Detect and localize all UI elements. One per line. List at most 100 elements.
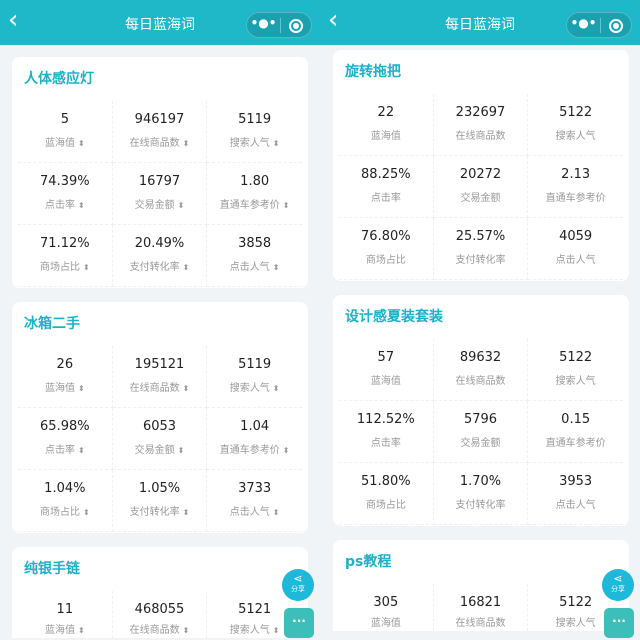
metric-value: 57 bbox=[377, 350, 395, 365]
metric-cell: 112.52% 点击率 bbox=[339, 401, 434, 463]
share-button[interactable]: ⋖ 分享 bbox=[282, 569, 314, 601]
metric-label-row: 在线商品数 bbox=[434, 617, 528, 631]
sort-arrows-icon[interactable]: ⬍ bbox=[182, 139, 190, 148]
sort-arrows-icon[interactable]: ⬍ bbox=[182, 263, 190, 272]
metric-label-row: 蓝海值 bbox=[339, 617, 433, 631]
sort-arrows-icon[interactable]: ⬍ bbox=[77, 139, 85, 148]
metric-label-row[interactable]: 蓝海值 ⬍ bbox=[18, 381, 112, 397]
metric-label-row[interactable]: 搜索人气 ⬍ bbox=[207, 624, 302, 638]
metric-label-row[interactable]: 在线商品数 ⬍ bbox=[113, 381, 207, 397]
metric-label-row[interactable]: 直通车参考价 ⬍ bbox=[207, 198, 302, 214]
metric-label: 交易金额 bbox=[460, 193, 501, 204]
metric-cell: 1.04 直通车参考价 ⬍ bbox=[207, 408, 302, 470]
sort-arrows-icon[interactable]: ⬍ bbox=[272, 263, 280, 272]
metric-value: 16821 bbox=[459, 595, 502, 610]
metric-label: 点击人气 bbox=[555, 255, 596, 266]
metric-cell: 4059 点击人气 bbox=[528, 218, 623, 280]
metric-grid: 22 蓝海值 232697 在线商品数 5122 搜索人气 88.25% 点击率 20272 交易… bbox=[339, 94, 623, 280]
metric-grid: 11 蓝海值 ⬍ 468055 在线商品数 ⬍ 5121 搜索人气 ⬍ bbox=[18, 591, 302, 638]
metric-label-row[interactable]: 直通车参考价 ⬍ bbox=[207, 443, 302, 459]
metric-label: 直通车参考价 bbox=[545, 193, 606, 204]
share-button[interactable]: ⋖ 分享 bbox=[602, 569, 634, 601]
metric-label: 在线商品数 bbox=[455, 618, 506, 629]
metric-label: 直通车参考价 bbox=[545, 438, 606, 449]
metric-label-row[interactable]: 点击率 ⬍ bbox=[18, 198, 112, 214]
metric-label: 搜索人气 bbox=[229, 625, 270, 636]
metric-label: 直通车参考价 bbox=[219, 445, 280, 456]
metric-cell: 5122 搜索人气 bbox=[528, 339, 623, 401]
metric-value: 0.15 bbox=[561, 412, 591, 427]
sort-arrows-icon[interactable]: ⬍ bbox=[182, 626, 190, 635]
sort-arrows-icon[interactable]: ⬍ bbox=[272, 384, 280, 393]
metric-cell: 5121 搜索人气 ⬍ bbox=[207, 591, 302, 638]
metric-label-row[interactable]: 支付转化率 ⬍ bbox=[113, 260, 207, 276]
chat-button[interactable]: ··· bbox=[604, 608, 634, 638]
metric-label: 蓝海值 bbox=[44, 625, 75, 636]
target-close-icon[interactable] bbox=[609, 19, 623, 33]
sort-arrows-icon[interactable]: ⬍ bbox=[282, 446, 290, 455]
metric-label-row[interactable]: 点击率 ⬍ bbox=[18, 443, 112, 459]
back-button[interactable]: ‹ bbox=[8, 5, 19, 35]
metric-cell: 1.04% 商场占比 ⬍ bbox=[18, 470, 113, 532]
metric-label-row[interactable]: 点击人气 ⬍ bbox=[207, 505, 302, 521]
metric-label-row[interactable]: 交易金额 ⬍ bbox=[113, 198, 207, 214]
page-title: 每日蓝海词 bbox=[125, 17, 195, 33]
more-dots-icon[interactable]: •●• bbox=[570, 16, 597, 30]
metric-label-row: 直通车参考价 bbox=[528, 436, 623, 452]
keyword-card[interactable]: 人体感应灯 5 蓝海值 ⬍ 946197 在线商品数 ⬍ 5119 搜索人气 ⬍ 74.39% 点击率… bbox=[12, 57, 308, 288]
keyword-card[interactable]: 旋转拖把 22 蓝海值 232697 在线商品数 5122 搜索人气 88.25% 点击率 202… bbox=[333, 50, 629, 281]
sort-arrows-icon[interactable]: ⬍ bbox=[77, 201, 85, 210]
keyword-title: 纯银手链 bbox=[24, 561, 80, 577]
keyword-card[interactable]: 设计感夏装套装 57 蓝海值 89632 在线商品数 5122 搜索人气 112.52% 点击率… bbox=[333, 295, 629, 526]
metric-label-row[interactable]: 在线商品数 ⬍ bbox=[113, 136, 207, 152]
sort-arrows-icon[interactable]: ⬍ bbox=[82, 508, 90, 517]
sort-arrows-icon[interactable]: ⬍ bbox=[272, 139, 280, 148]
keyword-card[interactable]: 冰箱二手 26 蓝海值 ⬍ 195121 在线商品数 ⬍ 5119 搜索人气 ⬍ 65.98% 点击率… bbox=[12, 302, 308, 533]
metric-cell: 51.80% 商场占比 bbox=[339, 463, 434, 525]
more-dots-icon[interactable]: •●• bbox=[250, 16, 277, 30]
metric-label: 在线商品数 bbox=[455, 376, 506, 387]
metric-label-row[interactable]: 商场占比 ⬍ bbox=[18, 505, 112, 521]
chat-button[interactable]: ··· bbox=[284, 608, 314, 638]
sort-arrows-icon[interactable]: ⬍ bbox=[77, 626, 85, 635]
sort-arrows-icon[interactable]: ⬍ bbox=[77, 384, 85, 393]
metric-label-row[interactable]: 支付转化率 ⬍ bbox=[113, 505, 207, 521]
sort-arrows-icon[interactable]: ⬍ bbox=[182, 508, 190, 517]
metric-label-row[interactable]: 搜索人气 ⬍ bbox=[207, 381, 302, 397]
metric-cell: 88.25% 点击率 bbox=[339, 156, 434, 218]
metric-cell: 1.80 直通车参考价 ⬍ bbox=[207, 163, 302, 225]
metric-label-row[interactable]: 搜索人气 ⬍ bbox=[207, 136, 302, 152]
metric-cell: 76.80% 商场占比 bbox=[339, 218, 434, 280]
sort-arrows-icon[interactable]: ⬍ bbox=[272, 626, 280, 635]
metric-value: 195121 bbox=[134, 357, 185, 372]
keyword-card[interactable]: ps教程 305 蓝海值 16821 在线商品数 5122 搜索人气 bbox=[333, 540, 629, 631]
metric-label-row[interactable]: 蓝海值 ⬍ bbox=[18, 136, 112, 152]
metric-grid: 305 蓝海值 16821 在线商品数 5122 搜索人气 bbox=[339, 584, 623, 631]
sort-arrows-icon[interactable]: ⬍ bbox=[77, 446, 85, 455]
metric-label-row[interactable]: 蓝海值 ⬍ bbox=[18, 624, 112, 638]
metric-label-row: 在线商品数 bbox=[434, 129, 528, 145]
card-list: 人体感应灯 5 蓝海值 ⬍ 946197 在线商品数 ⬍ 5119 搜索人气 ⬍ 74.39% 点击率… bbox=[12, 57, 308, 638]
metric-label-row: 搜索人气 bbox=[528, 617, 623, 631]
sort-arrows-icon[interactable]: ⬍ bbox=[272, 508, 280, 517]
target-close-icon[interactable] bbox=[289, 19, 303, 33]
metric-cell: 5122 搜索人气 bbox=[528, 94, 623, 156]
metric-label: 支付转化率 bbox=[129, 507, 180, 518]
sort-arrows-icon[interactable]: ⬍ bbox=[82, 263, 90, 272]
metric-label: 支付转化率 bbox=[129, 262, 180, 273]
sort-arrows-icon[interactable]: ⬍ bbox=[282, 201, 290, 210]
metric-cell: 3953 点击人气 bbox=[528, 463, 623, 525]
metric-cell: 3858 点击人气 ⬍ bbox=[207, 225, 302, 287]
metric-label-row[interactable]: 在线商品数 ⬍ bbox=[113, 624, 207, 638]
keyword-card[interactable]: 纯银手链 11 蓝海值 ⬍ 468055 在线商品数 ⬍ 5121 搜索人气 ⬍ bbox=[12, 547, 308, 638]
metric-label-row[interactable]: 交易金额 ⬍ bbox=[113, 443, 207, 459]
metric-value: 22 bbox=[377, 105, 395, 120]
sort-arrows-icon[interactable]: ⬍ bbox=[182, 384, 190, 393]
back-button[interactable]: ‹ bbox=[328, 5, 339, 35]
sort-arrows-icon[interactable]: ⬍ bbox=[177, 201, 185, 210]
metric-value: 5 bbox=[60, 112, 69, 127]
metric-label: 搜索人气 bbox=[229, 138, 270, 149]
metric-label-row[interactable]: 商场占比 ⬍ bbox=[18, 260, 112, 276]
metric-label-row[interactable]: 点击人气 ⬍ bbox=[207, 260, 302, 276]
sort-arrows-icon[interactable]: ⬍ bbox=[177, 446, 185, 455]
